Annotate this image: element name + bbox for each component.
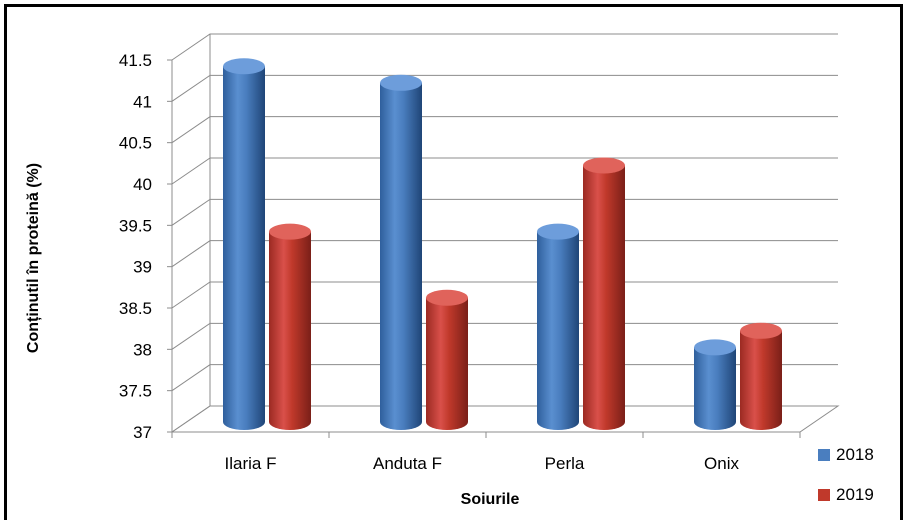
y-tick-label: 39.5: [119, 216, 152, 235]
y-tick-label: 41.5: [119, 51, 152, 70]
legend: 2018 2019: [818, 445, 874, 504]
legend-label-2019: 2019: [836, 485, 874, 504]
bar-2018-anduta-f: [380, 74, 422, 431]
bar-2019-ilaria-f: [269, 223, 311, 430]
y-tick-label: 38: [133, 340, 152, 359]
y-tick-label: 37.5: [119, 382, 152, 401]
gridline: [171, 157, 838, 185]
bar-2018-ilaria-f: [223, 58, 265, 431]
y-tick-label: 38.5: [119, 299, 152, 318]
y-tick-label: 41: [133, 92, 152, 111]
legend-swatch-2019: [818, 489, 830, 501]
x-tick-label: Perla: [545, 454, 585, 473]
y-tick-label: 40.5: [119, 134, 152, 153]
bar-2019-onix: [740, 322, 782, 430]
gridline: [171, 33, 838, 61]
x-tick-label: Ilaria F: [225, 454, 277, 473]
gridline: [171, 74, 838, 102]
chart-frame: [4, 4, 903, 520]
gridline: [171, 116, 838, 144]
x-tick-label: Onix: [704, 454, 739, 473]
bar-2019-perla: [583, 157, 625, 430]
bar-2019-anduta-f: [426, 289, 468, 430]
x-tick-label: Anduta F: [373, 454, 442, 473]
bar-2018-onix: [694, 339, 736, 430]
legend-swatch-2018: [818, 449, 830, 461]
y-axis-title: Conținutil în proteină (%): [25, 163, 42, 353]
legend-label-2018: 2018: [836, 445, 874, 464]
gridline: [171, 198, 838, 226]
y-tick-label: 39: [133, 258, 152, 277]
x-tick-labels: Ilaria F Anduta F Perla Onix: [225, 454, 740, 473]
x-axis-title: Soiurile: [461, 491, 520, 508]
axes: [167, 59, 801, 438]
bar-2018-perla: [537, 223, 579, 430]
y-tick-label: 40: [133, 175, 152, 194]
y-tick-labels: 37 37.5 38 38.5 39 39.5 40 40.5 41 41.5: [119, 51, 152, 442]
gridlines: [170, 33, 840, 433]
y-tick-label: 37: [133, 423, 152, 442]
bars: [223, 58, 782, 431]
